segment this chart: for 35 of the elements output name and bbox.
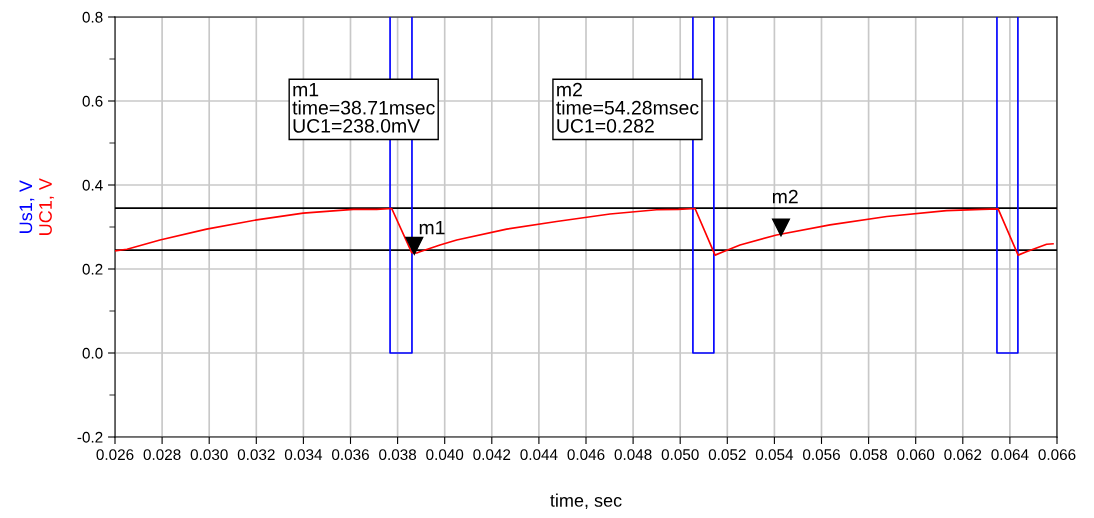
x-tick-label: 0.048: [614, 449, 652, 461]
x-tick-label: 0.056: [802, 449, 840, 461]
x-tick-label: 0.062: [944, 449, 982, 461]
x-tick-label: 0.058: [850, 449, 888, 461]
y-tick-label: 0.4: [82, 179, 103, 191]
x-tick-label: 0.026: [96, 449, 134, 461]
annotation: m2 time=54.28msec UC1=0.282: [556, 82, 699, 133]
x-tick-label: 0.032: [237, 449, 275, 461]
y-tick-label: 0.6: [82, 95, 103, 107]
y-tick-label: 0.0: [82, 347, 103, 359]
x-tick-label: 0.036: [331, 449, 369, 461]
x-tick-label: 0.044: [520, 449, 558, 461]
x-tick-label: 0.046: [567, 449, 605, 461]
text: UC1, V: [39, 178, 55, 235]
x-tick-label: 0.042: [473, 449, 511, 461]
x-axis-title: time, sec: [550, 493, 622, 509]
y-tick-label: -0.2: [77, 431, 103, 443]
line-series: [115, 207, 1054, 256]
annotation: m1: [419, 220, 445, 235]
x-tick-label: 0.052: [708, 449, 746, 461]
x-tick-label: 0.050: [661, 449, 699, 461]
x-tick-label: 0.034: [284, 449, 323, 461]
x-tick-label: 0.030: [190, 449, 228, 461]
annotation: m1 time=38.71msec UC1=238.0mV: [292, 82, 435, 133]
x-tick-label: 0.038: [379, 449, 417, 461]
x-tick-label: 0.040: [426, 449, 464, 461]
x-tick-label: 0.028: [143, 449, 181, 461]
x-tick-label: 0.060: [897, 449, 935, 461]
annotation: m2: [772, 189, 798, 204]
y-tick-label: 0.2: [82, 263, 103, 275]
x-tick-label: 0.066: [1038, 449, 1076, 461]
text: Us1, V: [19, 180, 35, 233]
x-tick-label: 0.064: [991, 449, 1029, 461]
x-tick-label: 0.054: [755, 449, 794, 461]
y-tick-label: 0.8: [82, 11, 103, 23]
